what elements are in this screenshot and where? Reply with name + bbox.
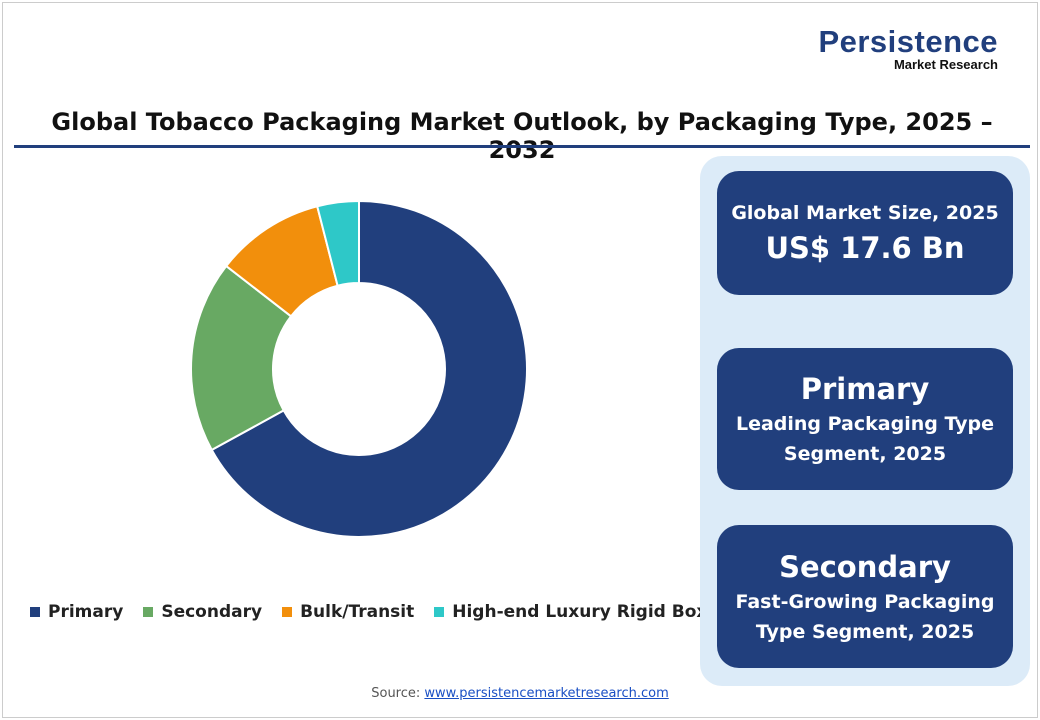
donut-slice-secondary [190,264,293,452]
source-note: Source: www.persistencemarketresearch.co… [0,686,1040,701]
legend-item: Bulk/Transit [282,602,414,622]
card-label: Segment, 2025 [783,443,947,465]
legend-swatch [30,607,40,617]
logo: Persistence Market Research [818,26,998,72]
card-value: Primary [800,372,930,406]
donut-chart [190,199,528,538]
legend-label: High-end Luxury Rigid Boxes [452,602,729,622]
card-label: Global Market Size, 2025 [731,202,999,224]
legend-swatch [434,607,445,617]
chart-title: Global Tobacco Packaging Market Outlook,… [51,108,993,164]
legend-label: Primary [48,602,124,622]
source-label: Source: [371,686,421,701]
legend-item: Secondary [143,602,262,622]
source-link[interactable]: www.persistencemarketresearch.com [424,686,669,701]
legend-label: Secondary [161,602,263,622]
leading-segment-card: Primary Leading Packaging Type Segment, … [717,348,1013,490]
card-label: Fast-Growing Packaging [735,590,995,613]
card-value: Secondary [779,549,951,584]
legend-swatch [143,607,154,617]
logo-subtitle: Market Research [893,57,998,72]
donut-slice-primary [210,199,528,538]
card-label: Type Segment, 2025 [755,620,975,643]
donut-slice-high-end-luxury-rigid-boxes [316,199,360,287]
legend-label: Bulk/Transit [300,602,415,622]
card-label: Leading Packaging Type [735,413,995,435]
legend-swatch [282,607,293,617]
card-value: US$ 17.6 Bn [765,231,965,265]
title-divider [14,145,1030,148]
legend-item: Primary [30,602,123,622]
legend: Primary Secondary Bulk/Transit High-end … [30,602,729,622]
logo-name: Persistence [818,24,998,59]
legend-item: High-end Luxury Rigid Boxes [434,602,729,622]
market-size-card: Global Market Size, 2025 US$ 17.6 Bn [717,171,1013,295]
fastest-growing-card: Secondary Fast-Growing Packaging Type Se… [717,525,1013,668]
